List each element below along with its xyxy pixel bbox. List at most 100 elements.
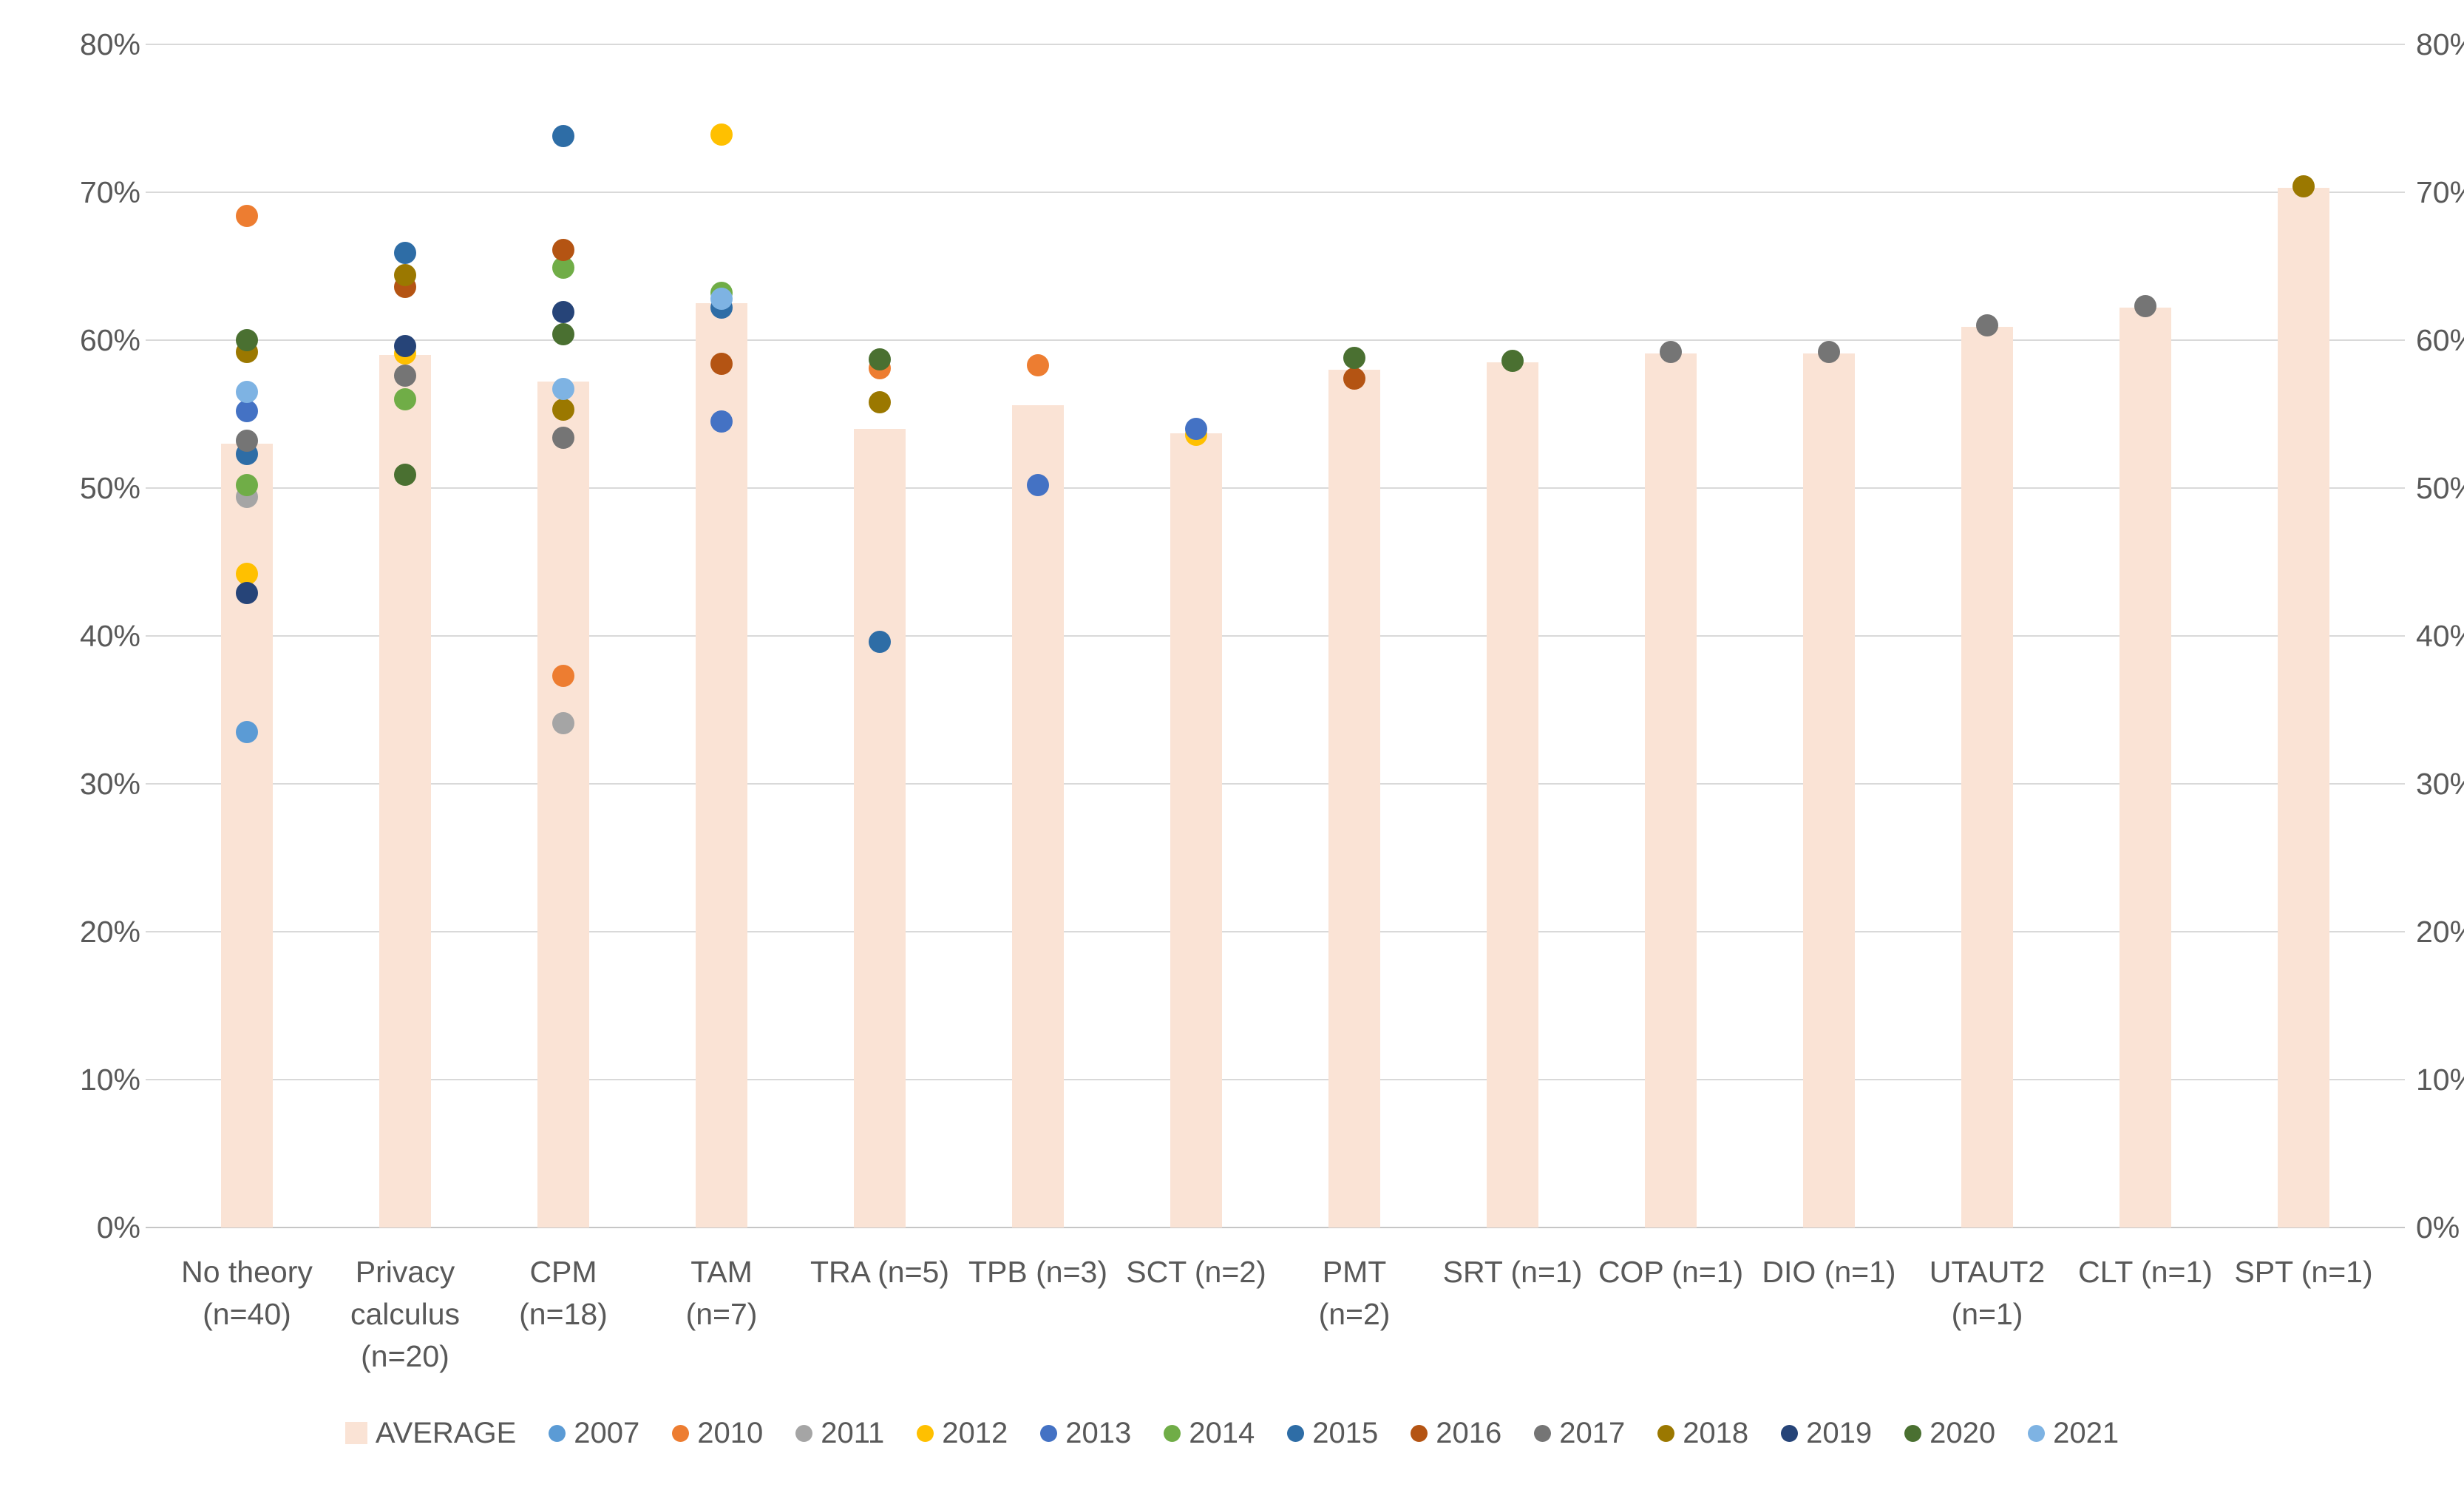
y-axis-tick-label-right: 40%	[2416, 619, 2464, 653]
y-axis-tick-label-right: 0%	[2416, 1210, 2460, 1245]
legend-item-2021: 2021	[2028, 1417, 2119, 1450]
y-axis-tick-label-right: 10%	[2416, 1063, 2464, 1097]
year-dot-icon	[2028, 1424, 2046, 1442]
y-axis-tick-label-left: 0%	[96, 1210, 140, 1245]
data-point-2011	[552, 712, 574, 734]
category-label: SPT (n=1)	[2234, 1255, 2373, 1289]
gridline	[146, 931, 2405, 932]
y-axis-tick-label-left: 10%	[79, 1063, 140, 1097]
category-label: TRA (n=5)	[810, 1255, 949, 1289]
data-point-2013	[710, 410, 733, 433]
category-label: SCT (n=2)	[1126, 1255, 1266, 1289]
legend-item-2012: 2012	[917, 1417, 1008, 1450]
legend-item-2016: 2016	[1411, 1417, 1501, 1450]
data-point-2016	[710, 353, 733, 375]
data-point-2019	[552, 301, 574, 323]
data-point-2021	[710, 288, 733, 310]
legend-label: 2007	[574, 1416, 640, 1449]
data-point-2017	[1976, 314, 1998, 336]
legend-item-2019: 2019	[1781, 1417, 1872, 1450]
data-point-2018	[552, 399, 574, 421]
y-axis-tick-label-left: 20%	[79, 915, 140, 949]
y-axis-tick-label-right: 60%	[2416, 323, 2464, 357]
data-point-2013	[1185, 418, 1207, 440]
legend-item-2014: 2014	[1164, 1417, 1255, 1450]
average-bar	[1645, 353, 1697, 1227]
legend-label: 2014	[1189, 1416, 1255, 1449]
legend-label: 2021	[2053, 1416, 2119, 1449]
legend-item-2015: 2015	[1287, 1417, 1378, 1450]
data-point-2010	[236, 205, 258, 227]
year-dot-icon	[1534, 1424, 1552, 1442]
average-bar	[1487, 362, 1538, 1227]
gridline	[146, 1079, 2405, 1080]
legend-item-2010: 2010	[672, 1417, 763, 1450]
data-point-2018	[869, 391, 891, 413]
data-point-2020	[869, 348, 891, 370]
average-bar	[2278, 188, 2329, 1227]
data-point-2017	[394, 365, 416, 387]
gridline	[146, 1227, 2405, 1228]
legend-label: 2019	[1806, 1416, 1873, 1449]
year-dot-icon	[917, 1424, 934, 1442]
legend-label: 2020	[1930, 1416, 1996, 1449]
data-point-2016	[1343, 368, 1365, 390]
y-axis-tick-label-right: 20%	[2416, 915, 2464, 949]
year-dot-icon	[1411, 1424, 1428, 1442]
average-bar	[1803, 353, 1855, 1227]
category-label: No theory (n=40)	[181, 1255, 313, 1331]
legend-item-2020: 2020	[1904, 1417, 1995, 1450]
y-axis-tick-label-left: 70%	[79, 175, 140, 209]
gridline	[146, 44, 2405, 45]
average-bar	[1328, 370, 1380, 1227]
year-dot-icon	[549, 1424, 566, 1442]
data-point-2017	[236, 430, 258, 452]
data-point-2012	[236, 563, 258, 585]
data-point-2021	[236, 381, 258, 403]
gridline	[146, 783, 2405, 785]
year-dot-icon	[1287, 1424, 1305, 1442]
category-label: CPM (n=18)	[519, 1255, 608, 1331]
data-point-2017	[552, 427, 574, 449]
legend-label: 2012	[942, 1416, 1008, 1449]
data-point-2010	[1027, 354, 1049, 376]
category-label: DIO (n=1)	[1762, 1255, 1896, 1289]
legend-label: 2013	[1065, 1416, 1132, 1449]
data-point-2020	[1343, 347, 1365, 369]
legend-item-2007: 2007	[549, 1417, 639, 1450]
data-point-2007	[236, 721, 258, 743]
data-point-2014	[236, 474, 258, 496]
category-label: SRT (n=1)	[1442, 1255, 1583, 1289]
gridline	[146, 339, 2405, 341]
year-dot-icon	[672, 1424, 690, 1442]
legend-label: 2010	[697, 1416, 764, 1449]
legend-label: 2018	[1683, 1416, 1749, 1449]
y-axis-tick-label-left: 40%	[79, 619, 140, 653]
data-point-2019	[394, 335, 416, 357]
average-bar	[1961, 327, 2013, 1227]
y-axis-tick-label-left: 80%	[79, 27, 140, 61]
legend-label: AVERAGE	[375, 1416, 517, 1449]
y-axis-tick-label-right: 80%	[2416, 27, 2464, 61]
data-point-2015	[394, 242, 416, 264]
y-axis-tick-label-right: 70%	[2416, 175, 2464, 209]
average-bar	[854, 429, 906, 1227]
data-point-2013	[236, 400, 258, 422]
y-axis-tick-label-left: 60%	[79, 323, 140, 357]
data-point-2020	[552, 323, 574, 345]
data-point-2021	[552, 378, 574, 400]
year-dot-icon	[1781, 1424, 1799, 1442]
legend-item-2011: 2011	[795, 1417, 884, 1450]
data-point-2014	[394, 388, 416, 410]
chart-legend: AVERAGE 2007 2010 2011 2012 2013 2014 2015 2016 2…	[0, 1403, 2464, 1463]
data-point-2018	[394, 264, 416, 286]
data-point-2017	[2134, 295, 2156, 317]
category-label: PMT (n=2)	[1318, 1255, 1391, 1331]
legend-label: 2011	[821, 1416, 885, 1449]
y-axis-tick-label-left: 30%	[79, 767, 140, 801]
y-axis-tick-label-right: 30%	[2416, 767, 2464, 801]
data-point-2019	[236, 582, 258, 604]
legend-label: 2017	[1559, 1416, 1626, 1449]
data-point-2016	[552, 239, 574, 261]
